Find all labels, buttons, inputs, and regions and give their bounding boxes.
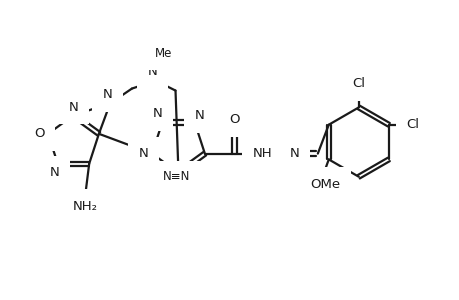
Text: N: N [195, 109, 204, 122]
Text: N: N [68, 101, 78, 114]
Text: N: N [290, 147, 299, 160]
Text: NH: NH [252, 147, 272, 160]
Text: N: N [138, 147, 148, 160]
Text: N: N [152, 107, 162, 120]
Text: N: N [147, 65, 157, 78]
Text: Cl: Cl [352, 77, 364, 90]
Text: N: N [102, 88, 112, 101]
Text: N: N [50, 166, 60, 179]
Text: O: O [229, 113, 239, 126]
Text: OMe: OMe [310, 178, 340, 191]
Text: NH₂: NH₂ [73, 200, 97, 213]
Text: Cl: Cl [405, 118, 418, 131]
Text: Me: Me [155, 47, 172, 60]
Text: O: O [34, 127, 44, 140]
Text: N≡N: N≡N [162, 170, 190, 183]
